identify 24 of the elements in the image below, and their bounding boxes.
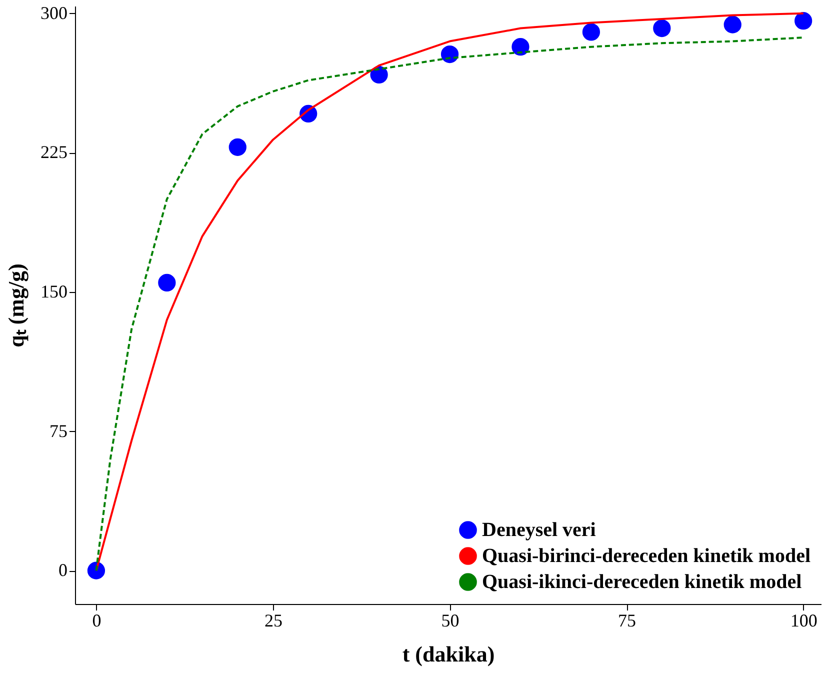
x-tick-label: 25 [264,610,282,630]
y-tick-label: 0 [58,560,68,580]
legend-label: Quasi-ikinci-dereceden kinetik model [482,571,802,593]
x-tick-label: 75 [618,610,636,630]
y-tick-label: 150 [40,282,68,302]
point [87,562,106,580]
legend-label: Deneysel veri [482,519,596,541]
y-tick-label: 225 [40,142,68,162]
point [440,45,459,64]
legend-label: Quasi-birinci-dereceden kinetik model [482,545,811,567]
y-tick-label: 75 [50,420,68,441]
point [512,38,530,56]
y-tick-label: 300 [40,2,68,23]
point [158,274,176,292]
x-tick-label: 100 [790,610,818,630]
point [794,12,812,30]
x-tick-label: 0 [92,610,102,630]
point [582,23,600,41]
y-axis-title: qₜ (mg/g) [4,264,28,348]
point [724,16,742,34]
point [228,138,246,156]
x-axis-title: t (dakika) [402,642,495,666]
x-tick-label: 50 [441,610,460,630]
point [653,19,671,38]
